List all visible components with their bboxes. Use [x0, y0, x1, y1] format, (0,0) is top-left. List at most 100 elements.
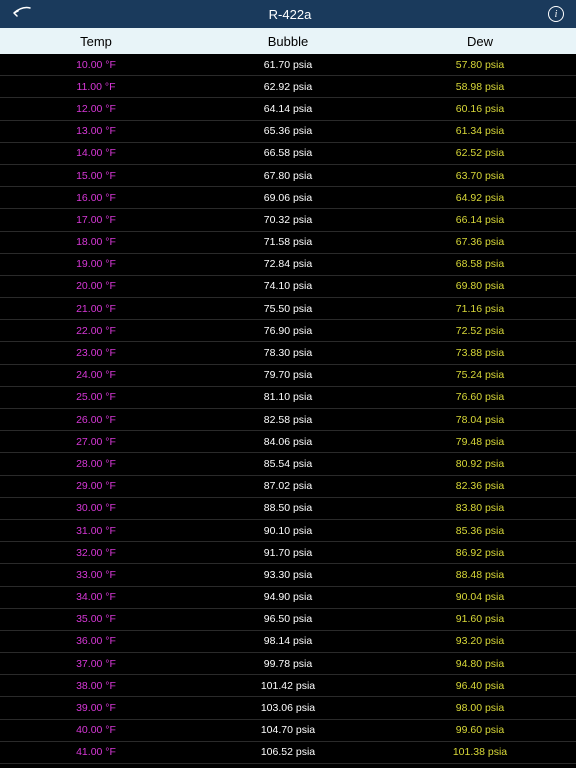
bubble-cell: 69.06 psia — [192, 192, 384, 204]
table-row[interactable]: 29.00 °F87.02 psia82.36 psia — [0, 476, 576, 498]
temp-cell: 12.00 °F — [0, 103, 192, 115]
table-row[interactable]: 25.00 °F81.10 psia76.60 psia — [0, 387, 576, 409]
dew-cell: 78.04 psia — [384, 414, 576, 426]
temp-cell: 37.00 °F — [0, 658, 192, 670]
dew-cell: 67.36 psia — [384, 236, 576, 248]
table-row[interactable]: 33.00 °F93.30 psia88.48 psia — [0, 564, 576, 586]
table-row[interactable]: 41.00 °F106.52 psia101.38 psia — [0, 742, 576, 764]
table-row[interactable]: 13.00 °F65.36 psia61.34 psia — [0, 121, 576, 143]
table-row[interactable]: 34.00 °F94.90 psia90.04 psia — [0, 587, 576, 609]
bubble-cell: 79.70 psia — [192, 369, 384, 381]
temp-cell: 27.00 °F — [0, 436, 192, 448]
dew-cell: 85.36 psia — [384, 525, 576, 537]
dew-cell: 69.80 psia — [384, 280, 576, 292]
table-row[interactable]: 38.00 °F101.42 psia96.40 psia — [0, 675, 576, 697]
temp-cell: 11.00 °F — [0, 81, 192, 93]
table-row[interactable]: 19.00 °F72.84 psia68.58 psia — [0, 254, 576, 276]
table-row[interactable]: 27.00 °F84.06 psia79.48 psia — [0, 431, 576, 453]
dew-cell: 86.92 psia — [384, 547, 576, 559]
bubble-cell: 62.92 psia — [192, 81, 384, 93]
bubble-cell: 94.90 psia — [192, 591, 384, 603]
bubble-cell: 76.90 psia — [192, 325, 384, 337]
table-row[interactable]: 28.00 °F85.54 psia80.92 psia — [0, 453, 576, 475]
bubble-cell: 96.50 psia — [192, 613, 384, 625]
dew-cell: 76.60 psia — [384, 391, 576, 403]
table-row[interactable]: 15.00 °F67.80 psia63.70 psia — [0, 165, 576, 187]
table-row[interactable]: 22.00 °F76.90 psia72.52 psia — [0, 320, 576, 342]
dew-cell: 98.00 psia — [384, 702, 576, 714]
bubble-cell: 91.70 psia — [192, 547, 384, 559]
bubble-cell: 64.14 psia — [192, 103, 384, 115]
dew-cell: 91.60 psia — [384, 613, 576, 625]
dew-cell: 83.80 psia — [384, 502, 576, 514]
table-row[interactable]: 11.00 °F62.92 psia58.98 psia — [0, 76, 576, 98]
table-row[interactable]: 32.00 °F91.70 psia86.92 psia — [0, 542, 576, 564]
temp-cell: 16.00 °F — [0, 192, 192, 204]
temp-cell: 34.00 °F — [0, 591, 192, 603]
dew-cell: 101.38 psia — [384, 746, 576, 758]
bubble-cell: 75.50 psia — [192, 303, 384, 315]
table-header: Temp Bubble Dew — [0, 28, 576, 54]
bubble-cell: 85.54 psia — [192, 458, 384, 470]
data-table[interactable]: 10.00 °F61.70 psia57.80 psia11.00 °F62.9… — [0, 54, 576, 768]
temp-cell: 10.00 °F — [0, 59, 192, 71]
bubble-cell: 90.10 psia — [192, 525, 384, 537]
dew-cell: 80.92 psia — [384, 458, 576, 470]
table-row[interactable]: 23.00 °F78.30 psia73.88 psia — [0, 342, 576, 364]
table-row[interactable]: 14.00 °F66.58 psia62.52 psia — [0, 143, 576, 165]
bubble-cell: 72.84 psia — [192, 258, 384, 270]
temp-cell: 22.00 °F — [0, 325, 192, 337]
temp-cell: 35.00 °F — [0, 613, 192, 625]
table-row[interactable]: 18.00 °F71.58 psia67.36 psia — [0, 232, 576, 254]
dew-cell: 58.98 psia — [384, 81, 576, 93]
table-row[interactable]: 12.00 °F64.14 psia60.16 psia — [0, 98, 576, 120]
dew-cell: 60.16 psia — [384, 103, 576, 115]
table-row[interactable]: 30.00 °F88.50 psia83.80 psia — [0, 498, 576, 520]
table-row[interactable]: 16.00 °F69.06 psia64.92 psia — [0, 187, 576, 209]
temp-cell: 20.00 °F — [0, 280, 192, 292]
dew-cell: 63.70 psia — [384, 170, 576, 182]
dew-cell: 96.40 psia — [384, 680, 576, 692]
dew-cell: 93.20 psia — [384, 635, 576, 647]
table-row[interactable]: 35.00 °F96.50 psia91.60 psia — [0, 609, 576, 631]
dew-cell: 94.80 psia — [384, 658, 576, 670]
table-row[interactable]: 26.00 °F82.58 psia78.04 psia — [0, 409, 576, 431]
header-temp: Temp — [0, 34, 192, 49]
table-row[interactable]: 24.00 °F79.70 psia75.24 psia — [0, 365, 576, 387]
table-row[interactable]: 36.00 °F98.14 psia93.20 psia — [0, 631, 576, 653]
table-row[interactable]: 40.00 °F104.70 psia99.60 psia — [0, 720, 576, 742]
bubble-cell: 66.58 psia — [192, 147, 384, 159]
dew-cell: 64.92 psia — [384, 192, 576, 204]
dew-cell: 75.24 psia — [384, 369, 576, 381]
temp-cell: 41.00 °F — [0, 746, 192, 758]
navigation-bar: R-422a i — [0, 0, 576, 28]
back-icon[interactable] — [12, 4, 32, 25]
table-row[interactable]: 31.00 °F90.10 psia85.36 psia — [0, 520, 576, 542]
info-icon[interactable]: i — [548, 6, 564, 22]
dew-cell: 72.52 psia — [384, 325, 576, 337]
temp-cell: 28.00 °F — [0, 458, 192, 470]
header-dew: Dew — [384, 34, 576, 49]
table-row[interactable]: 21.00 °F75.50 psia71.16 psia — [0, 298, 576, 320]
dew-cell: 99.60 psia — [384, 724, 576, 736]
temp-cell: 25.00 °F — [0, 391, 192, 403]
temp-cell: 24.00 °F — [0, 369, 192, 381]
table-row[interactable]: 10.00 °F61.70 psia57.80 psia — [0, 54, 576, 76]
temp-cell: 38.00 °F — [0, 680, 192, 692]
temp-cell: 39.00 °F — [0, 702, 192, 714]
dew-cell: 88.48 psia — [384, 569, 576, 581]
bubble-cell: 81.10 psia — [192, 391, 384, 403]
temp-cell: 13.00 °F — [0, 125, 192, 137]
table-row[interactable]: 17.00 °F70.32 psia66.14 psia — [0, 209, 576, 231]
bubble-cell: 106.52 psia — [192, 746, 384, 758]
table-row[interactable]: 39.00 °F103.06 psia98.00 psia — [0, 697, 576, 719]
bubble-cell: 87.02 psia — [192, 480, 384, 492]
table-row[interactable]: 20.00 °F74.10 psia69.80 psia — [0, 276, 576, 298]
temp-cell: 26.00 °F — [0, 414, 192, 426]
temp-cell: 17.00 °F — [0, 214, 192, 226]
temp-cell: 36.00 °F — [0, 635, 192, 647]
table-row[interactable]: 37.00 °F99.78 psia94.80 psia — [0, 653, 576, 675]
dew-cell: 82.36 psia — [384, 480, 576, 492]
temp-cell: 15.00 °F — [0, 170, 192, 182]
bubble-cell: 99.78 psia — [192, 658, 384, 670]
